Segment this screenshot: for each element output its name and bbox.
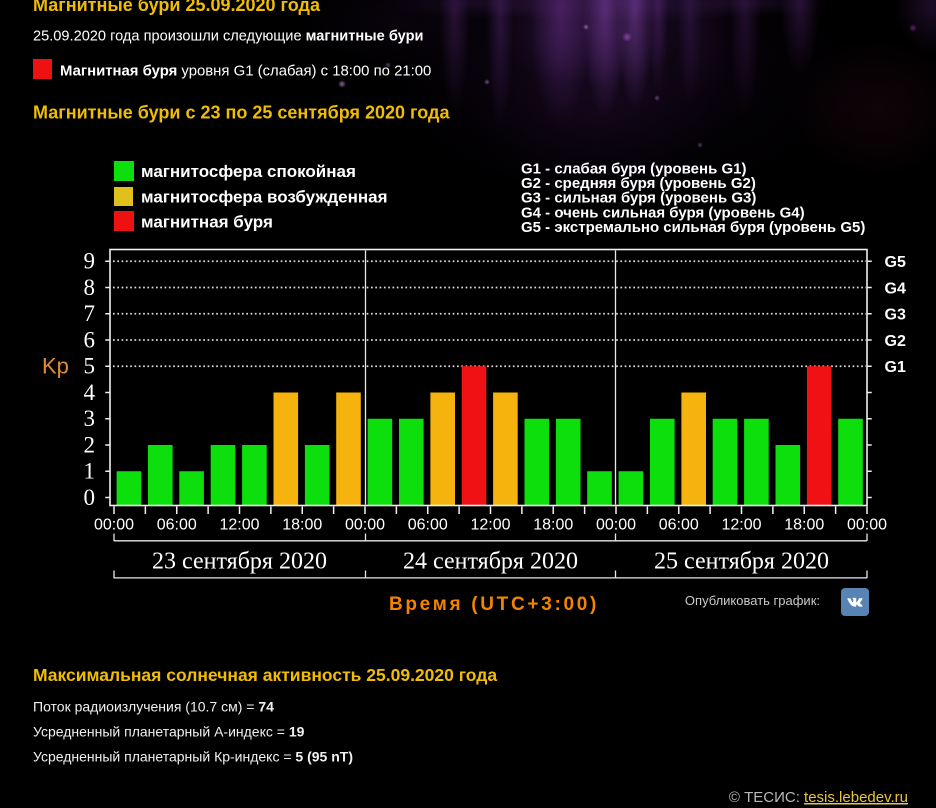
svg-text:G1 - слабая буря (уровень G1): G1 - слабая буря (уровень G1) — [521, 161, 746, 178]
svg-text:00:00: 00:00 — [847, 517, 887, 534]
svg-text:G2: G2 — [885, 333, 906, 350]
svg-text:25.09.2020 года произошли след: 25.09.2020 года произошли следующие магн… — [33, 28, 423, 44]
svg-text:5: 5 — [84, 354, 96, 379]
svg-text:G5: G5 — [885, 254, 906, 271]
svg-text:23 сентября 2020: 23 сентября 2020 — [152, 549, 327, 575]
svg-text:18:00: 18:00 — [282, 517, 322, 534]
svg-text:магнитосфера спокойная: магнитосфера спокойная — [141, 162, 356, 181]
svg-text:G3 - сильная буря (уровень G3): G3 - сильная буря (уровень G3) — [521, 190, 756, 207]
svg-text:Магнитная буря уровня G1 (слаб: Магнитная буря уровня G1 (слабая) с 18:0… — [60, 64, 431, 80]
svg-text:06:00: 06:00 — [157, 517, 197, 534]
svg-text:9: 9 — [84, 249, 96, 274]
svg-text:00:00: 00:00 — [596, 517, 636, 534]
svg-text:G5 - экстремально сильная буря: G5 - экстремально сильная буря (уровень … — [521, 219, 865, 236]
svg-text:Магнитные бури с 23 по 25 сент: Магнитные бури с 23 по 25 сентября 2020 … — [33, 103, 450, 123]
svg-text:Поток радиоизлучения (10.7 см): Поток радиоизлучения (10.7 см) = 74 — [33, 699, 274, 715]
svg-text:Опубликовать график:: Опубликовать график: — [685, 593, 820, 608]
svg-text:G2 - средняя буря (уровень G2): G2 - средняя буря (уровень G2) — [521, 175, 756, 192]
svg-text:8: 8 — [84, 275, 96, 300]
svg-text:G4: G4 — [885, 280, 906, 297]
svg-text:06:00: 06:00 — [408, 517, 448, 534]
svg-text:Усредненный планетарный Кр-инд: Усредненный планетарный Кр-индекс = 5 (9… — [33, 749, 353, 765]
svg-text:7: 7 — [84, 301, 96, 326]
svg-text:12:00: 12:00 — [721, 517, 761, 534]
svg-text:4: 4 — [84, 380, 96, 405]
svg-text:00:00: 00:00 — [94, 517, 134, 534]
svg-text:G3: G3 — [885, 307, 906, 324]
svg-text:3: 3 — [84, 406, 96, 431]
svg-text:18:00: 18:00 — [533, 517, 573, 534]
svg-text:25 сентября 2020: 25 сентября 2020 — [654, 549, 829, 575]
svg-text:6: 6 — [84, 327, 96, 352]
svg-text:24 сентября 2020: 24 сентября 2020 — [403, 549, 578, 575]
svg-text:0: 0 — [84, 485, 96, 510]
svg-text:Магнитные бури 25.09.2020 года: Магнитные бури 25.09.2020 года — [33, 0, 321, 15]
svg-text:магнитосфера возбужденная: магнитосфера возбужденная — [141, 188, 388, 207]
svg-text:G1: G1 — [885, 359, 906, 376]
svg-text:2: 2 — [84, 432, 96, 457]
svg-text:магнитная буря: магнитная буря — [141, 213, 273, 232]
svg-text:1: 1 — [84, 459, 96, 484]
svg-text:06:00: 06:00 — [659, 517, 699, 534]
svg-text:00:00: 00:00 — [345, 517, 385, 534]
svg-text:G4 - очень сильная буря (урове: G4 - очень сильная буря (уровень G4) — [521, 204, 805, 221]
svg-text:Усредненный планетарный А-инде: Усредненный планетарный А-индекс = 19 — [33, 724, 305, 740]
svg-text:12:00: 12:00 — [470, 517, 510, 534]
svg-text:18:00: 18:00 — [784, 517, 824, 534]
svg-text:12:00: 12:00 — [219, 517, 259, 534]
svg-text:Время (UTC+3:00): Время (UTC+3:00) — [389, 594, 599, 615]
svg-text:Максимальная солнечная активно: Максимальная солнечная активность 25.09.… — [33, 665, 497, 685]
svg-text:© ТЕСИС: tesis.lebedev.ru: © ТЕСИС: tesis.lebedev.ru — [729, 789, 908, 806]
svg-text:Kp: Kp — [42, 354, 69, 379]
